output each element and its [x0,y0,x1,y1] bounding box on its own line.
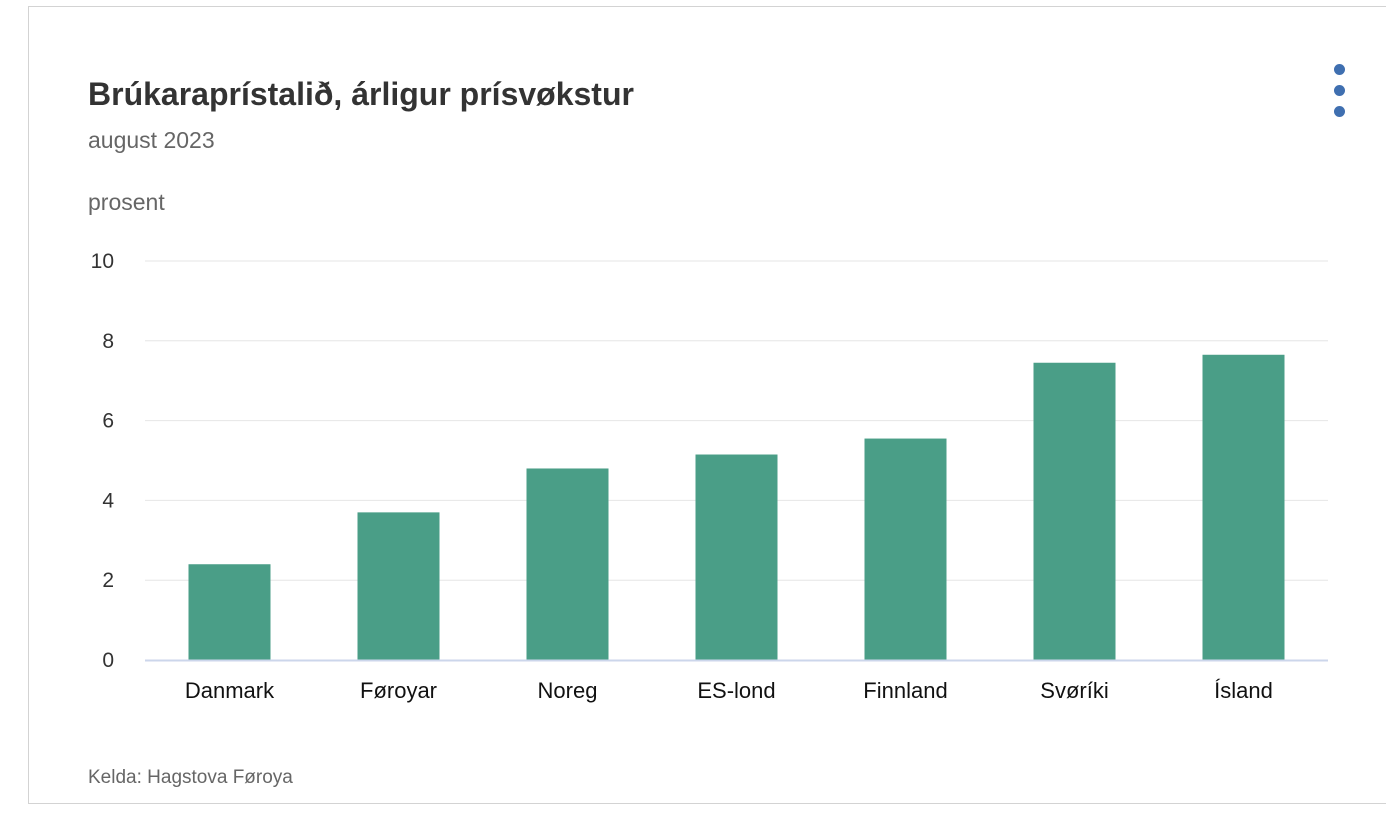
bar--sland[interactable] [1202,354,1285,660]
x-category-label: Ísland [1214,678,1273,703]
x-category-label: Danmark [185,678,275,703]
chart-title: Brúkaraprístalið, árligur prísvøkstur [88,76,634,112]
y-tick-label: 6 [102,410,114,433]
y-tick-label: 0 [102,649,114,672]
x-category-label: Finnland [863,678,947,703]
y-tick-label: 8 [102,330,114,353]
menu-dot [1334,106,1345,117]
chart-source: Kelda: Hagstova Føroya [88,767,293,788]
y-axis-ticks: 0 2 4 6 8 10 [91,250,115,672]
bar-noreg[interactable] [526,468,609,660]
bar-es-lond[interactable] [695,454,778,660]
x-category-label: Føroyar [360,678,437,703]
chart-card [28,6,1386,804]
y-tick-label: 2 [102,569,114,592]
x-category-label: Svøríki [1040,678,1108,703]
chart-subtitle: august 2023 [88,127,215,153]
more-vertical-icon[interactable] [1326,60,1352,124]
bar-sv-r-ki[interactable] [1033,362,1116,660]
bar-finnland[interactable] [864,438,947,660]
y-axis-label: prosent [88,189,165,215]
menu-dot [1334,64,1345,75]
bar-f-royar[interactable] [357,512,440,660]
x-axis-categories: Danmark Føroyar Noreg ES-lond Finnland Svørík… [185,678,1273,703]
y-tick-label: 10 [91,250,114,273]
x-category-label: Noreg [538,678,598,703]
bars [188,354,1285,660]
bar-danmark[interactable] [188,564,271,660]
x-category-label: ES-lond [697,678,775,703]
menu-dot [1334,85,1345,96]
y-tick-label: 4 [102,489,114,512]
